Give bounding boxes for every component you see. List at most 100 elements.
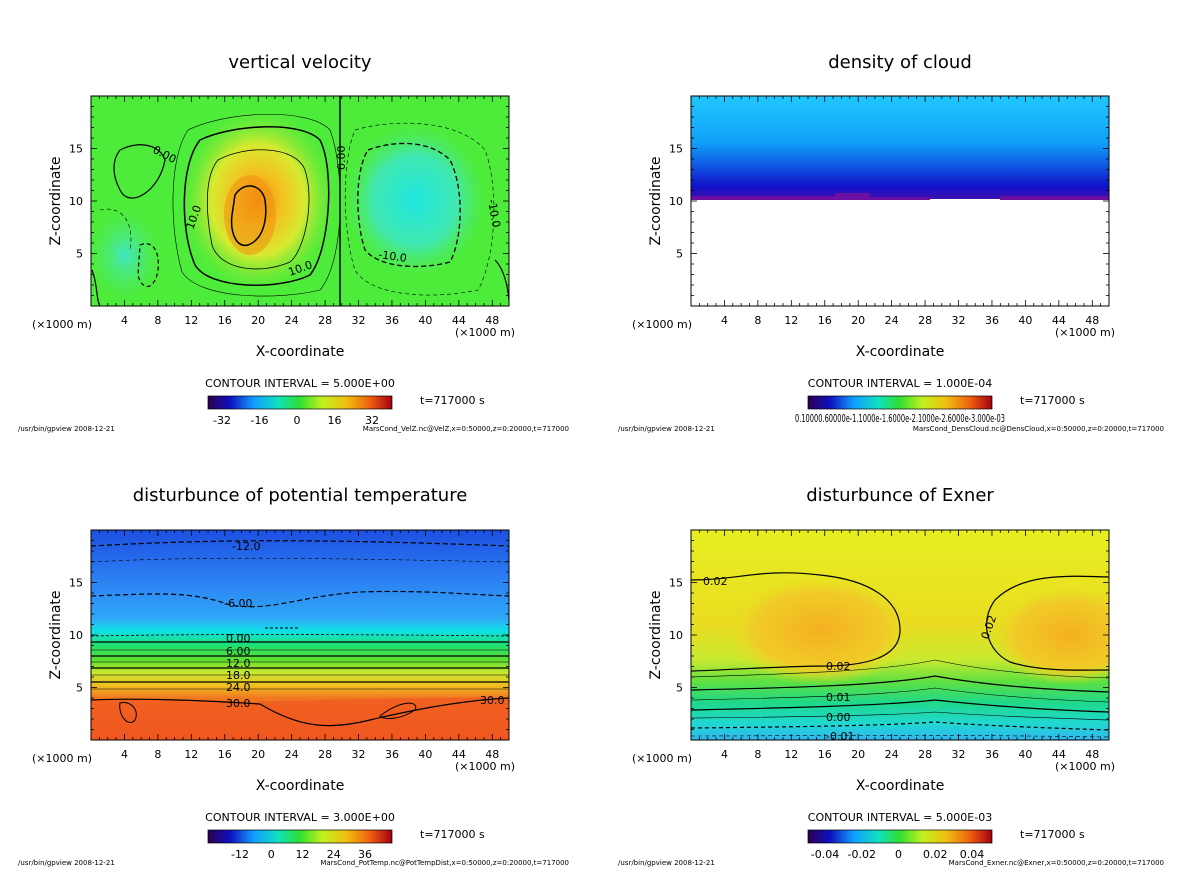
panel-density-of-cloud: density of cloud 4 8 12 16 20 24 28 32 36 40 44 485… xyxy=(618,52,1164,433)
colorbar xyxy=(207,395,393,410)
colorbar-tick-label: 0 xyxy=(294,414,301,427)
panel-potential-temperature: disturbunce of potential temperature -12… xyxy=(18,485,569,867)
time-label: t=717000 s xyxy=(1020,394,1085,407)
x-tick-label: 24 xyxy=(285,748,299,761)
contour-label: -12.0 xyxy=(232,540,260,553)
x-tick-label: 44 xyxy=(452,748,466,761)
colorbar-ticks: -32 -16 0 16 32 xyxy=(213,414,379,427)
x-axis-label: X-coordinate xyxy=(856,344,945,360)
contour-label: -10.0 xyxy=(378,248,408,265)
contour-label: 0.00 xyxy=(335,146,348,171)
footer-source: MarsCond_Exner.nc@Exner,x=0:50000,z=0:20… xyxy=(949,859,1164,867)
x-tick-label: 16 xyxy=(218,748,232,761)
x-tick-label: 40 xyxy=(1018,748,1032,761)
colorbar-ticks: -12 0 12 24 36 xyxy=(231,848,372,861)
panel-exner: disturbunce of Exner 0.02 0.02 0.02 0.01… xyxy=(618,485,1164,867)
colorbar xyxy=(207,829,393,844)
contour-label: 30.0 xyxy=(480,694,505,707)
y-axis-label: Z-coordinate xyxy=(48,590,64,679)
colorbar-tick-label: 0.02 xyxy=(923,848,948,861)
x-tick-label: 16 xyxy=(818,748,832,761)
x-tick-label: 40 xyxy=(1018,314,1032,327)
x-tick-label: 8 xyxy=(754,748,761,761)
contour-label: 0.01 xyxy=(826,691,851,704)
y-tick-label: 5 xyxy=(676,248,683,261)
x-unit-left: (×1000 m) xyxy=(632,752,692,765)
contour-label: 0.00 xyxy=(826,711,851,724)
x-tick-label: 24 xyxy=(285,314,299,327)
x-tick-label: 40 xyxy=(418,314,432,327)
y-axis-label: Z-coordinate xyxy=(648,156,664,245)
x-unit-right: (×1000 m) xyxy=(1055,326,1115,339)
colorbar-tick-label: 0 xyxy=(895,848,902,861)
chart-title: disturbunce of potential temperature xyxy=(133,485,468,506)
x-tick-label: 28 xyxy=(918,748,932,761)
x-tick-label: 32 xyxy=(952,314,966,327)
contour-label: 18.0 xyxy=(226,669,251,682)
footer-program: /usr/bin/gpview 2008-12-21 xyxy=(618,425,715,433)
x-tick-label: 48 xyxy=(485,748,499,761)
x-unit-right: (×1000 m) xyxy=(455,760,515,773)
chart-title: density of cloud xyxy=(828,52,972,73)
y-tick-label: 15 xyxy=(69,143,83,156)
x-tick-label: 8 xyxy=(154,314,161,327)
colorbar-tick-label: -12 xyxy=(231,848,249,861)
colorbar-tick-label: 0 xyxy=(268,848,275,861)
x-tick-label: 4 xyxy=(121,314,128,327)
contour-interval: CONTOUR INTERVAL = 5.000E+00 xyxy=(205,377,395,390)
x-tick-label: 48 xyxy=(1085,314,1099,327)
y-tick-label: 5 xyxy=(676,682,683,695)
y-tick-label: 5 xyxy=(76,248,83,261)
y-tick-label: 15 xyxy=(669,143,683,156)
contour-label: 0.02 xyxy=(703,575,728,588)
y-tick-label: 10 xyxy=(669,629,683,642)
colorbar-tick-labels: 0.10000.60000e-1.1000e-1.6000e-2.1000e-2… xyxy=(795,412,1005,425)
plot-area xyxy=(691,96,1109,306)
x-tick-label: 12 xyxy=(184,748,198,761)
colorbar-tick-label: 16 xyxy=(328,414,342,427)
footer-source: MarsCond_DensCloud.nc@DensCloud,x=0:5000… xyxy=(913,425,1164,433)
contour-label: 6.00 xyxy=(226,645,251,658)
x-tick-label: 4 xyxy=(721,748,728,761)
contour-label: 0.02 xyxy=(826,660,851,673)
plot-area xyxy=(691,530,1109,740)
contour-label: -0.01 xyxy=(826,730,854,743)
x-tick-label: 32 xyxy=(952,748,966,761)
x-tick-label: 36 xyxy=(385,314,399,327)
colorbar-tick-label: 0.04 xyxy=(960,848,985,861)
x-tick-label: 36 xyxy=(985,748,999,761)
colorbar-tick-label: 36 xyxy=(358,848,372,861)
x-tick-label: 20 xyxy=(251,748,265,761)
x-tick-label: 28 xyxy=(318,314,332,327)
x-tick-label: 12 xyxy=(784,748,798,761)
contour-interval: CONTOUR INTERVAL = 1.000E-04 xyxy=(808,377,992,390)
colorbar-tick-label: -16 xyxy=(251,414,269,427)
x-tick-label: 32 xyxy=(352,748,366,761)
y-tick-label: 5 xyxy=(76,682,83,695)
chart-title: disturbunce of Exner xyxy=(806,485,994,506)
colorbar xyxy=(807,829,993,844)
footer-program: /usr/bin/gpview 2008-12-21 xyxy=(618,859,715,867)
x-tick-label: 16 xyxy=(818,314,832,327)
x-tick-label: 8 xyxy=(754,314,761,327)
footer-program: /usr/bin/gpview 2008-12-21 xyxy=(18,425,115,433)
x-unit-left: (×1000 m) xyxy=(632,318,692,331)
contour-label: 24.0 xyxy=(226,681,251,694)
x-tick-label: 48 xyxy=(485,314,499,327)
colorbar-tick-label: -32 xyxy=(213,414,231,427)
colorbar-tick-label: 12 xyxy=(296,848,310,861)
footer-program: /usr/bin/gpview 2008-12-21 xyxy=(18,859,115,867)
x-tick-label: 20 xyxy=(851,314,865,327)
chart-title: vertical velocity xyxy=(228,52,372,73)
contour-interval: CONTOUR INTERVAL = 3.000E+00 xyxy=(205,811,395,824)
x-tick-label: 28 xyxy=(318,748,332,761)
y-tick-label: 10 xyxy=(69,629,83,642)
contour-label: -6.00 xyxy=(224,597,252,610)
x-tick-label: 4 xyxy=(121,748,128,761)
x-tick-label: 20 xyxy=(251,314,265,327)
y-axis-label: Z-coordinate xyxy=(48,156,64,245)
